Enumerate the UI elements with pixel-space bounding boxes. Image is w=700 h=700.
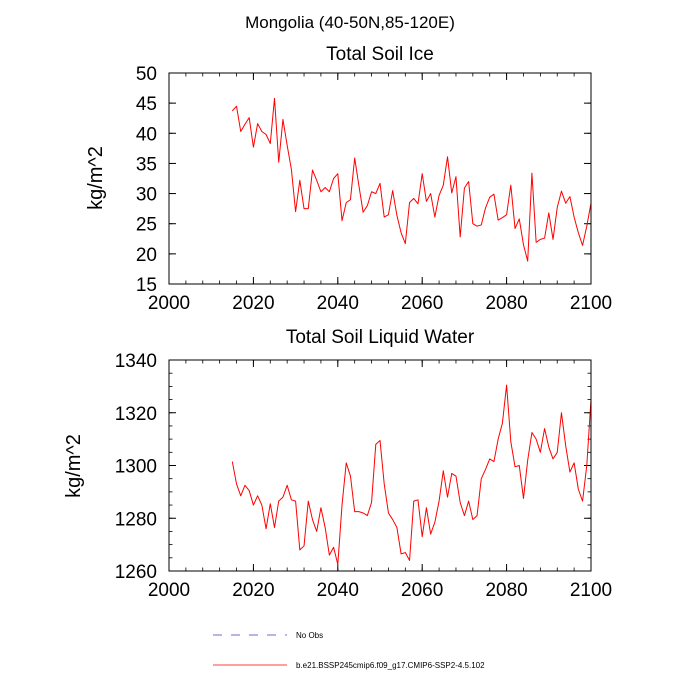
x-tick-label: 2000 xyxy=(148,580,190,601)
x-tick-label: 2000 xyxy=(148,293,190,314)
y-axis-label: kg/m^2 xyxy=(63,434,85,498)
y-tick-label: 1280 xyxy=(115,509,157,530)
x-tick-label: 2100 xyxy=(570,580,612,601)
y-tick-label: 25 xyxy=(136,215,157,236)
y-tick-label: 50 xyxy=(136,64,157,85)
tick-marks xyxy=(168,359,592,572)
figure-title: Mongolia (40-50N,85-120E) xyxy=(245,13,455,32)
x-tick-label: 2040 xyxy=(317,293,359,314)
y-tick-label: 35 xyxy=(136,154,157,175)
panel-title: Total Soil Liquid Water xyxy=(286,327,475,348)
y-tick-label: 1260 xyxy=(115,562,157,583)
y-axis-label: kg/m^2 xyxy=(85,146,107,210)
y-tick-label: 30 xyxy=(136,185,157,206)
y-tick-label: 20 xyxy=(136,245,157,266)
y-tick-label: 1340 xyxy=(115,351,157,372)
x-tick-label: 2060 xyxy=(401,580,443,601)
x-tick-label: 2040 xyxy=(317,580,359,601)
x-tick-label: 2080 xyxy=(485,580,527,601)
series-line xyxy=(231,384,592,565)
plot-frame xyxy=(168,359,592,572)
x-tick-label: 2020 xyxy=(232,580,274,601)
x-tick-label: 2100 xyxy=(570,293,612,314)
y-tick-labels: 15 20 25 30 35 40 45 50 xyxy=(136,64,157,296)
x-tick-label: 2020 xyxy=(232,293,274,314)
x-tick-label: 2060 xyxy=(401,293,443,314)
y-tick-labels: 1260 1280 1300 1320 1340 xyxy=(115,351,157,583)
x-tick-labels: 2000 2020 2040 2060 2080 2100 xyxy=(148,293,612,314)
y-tick-label: 15 xyxy=(136,275,157,296)
x-tick-label: 2080 xyxy=(485,293,527,314)
panel-title: Total Soil Ice xyxy=(326,44,434,65)
y-tick-label: 40 xyxy=(136,124,157,145)
y-tick-label: 45 xyxy=(136,94,157,115)
legend: No Obs b.e21.BSSP245cmip6.f09_g17.CMIP6-… xyxy=(213,631,485,670)
series-line xyxy=(231,97,592,262)
y-tick-label: 1320 xyxy=(115,404,157,425)
plot-frame xyxy=(168,72,592,285)
legend-model-label: b.e21.BSSP245cmip6.f09_g17.CMIP6-SSP2-4.… xyxy=(296,661,485,670)
legend-obs-label: No Obs xyxy=(296,631,323,640)
panel-soil-ice: Total Soil Ice kg/m^2 2000 2020 2040 2060 20… xyxy=(85,44,612,314)
y-tick-label: 1300 xyxy=(115,457,157,478)
panel-soil-liquid-water: Total Soil Liquid Water kg/m^2 2000 2020 2… xyxy=(63,327,612,601)
x-tick-labels: 2000 2020 2040 2060 2080 2100 xyxy=(148,580,612,601)
